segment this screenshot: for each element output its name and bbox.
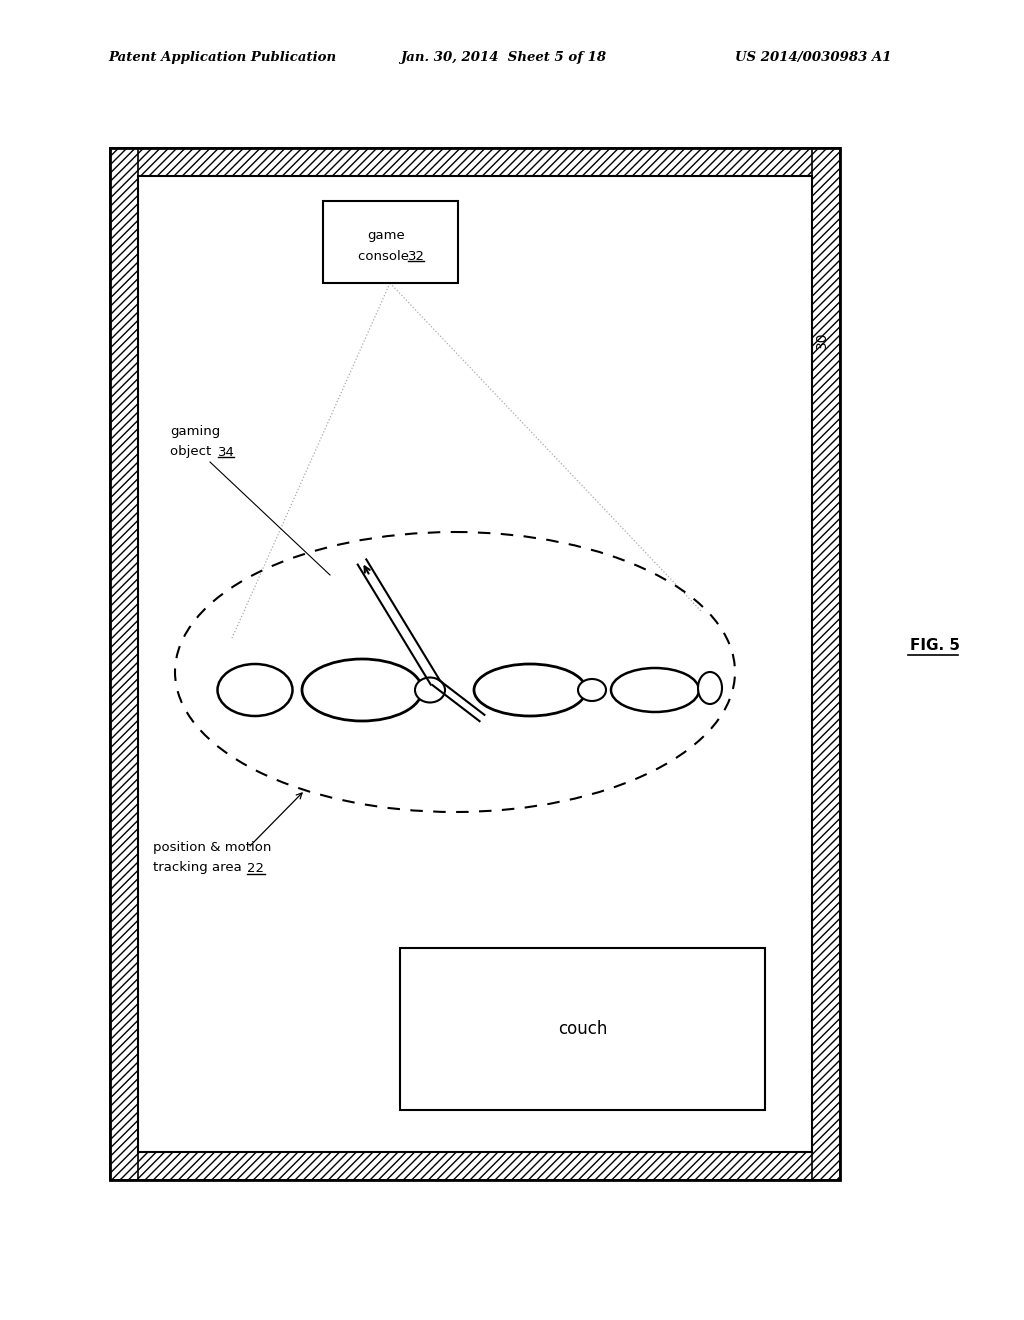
Ellipse shape (578, 678, 606, 701)
Text: console: console (358, 249, 414, 263)
Bar (110, 148, 138, 1180)
Ellipse shape (698, 672, 722, 704)
Ellipse shape (302, 659, 422, 721)
Text: FIG. 5: FIG. 5 (910, 638, 961, 652)
Text: position & motion: position & motion (153, 842, 271, 854)
Text: Jan. 30, 2014  Sheet 5 of 18: Jan. 30, 2014 Sheet 5 of 18 (400, 51, 606, 65)
Ellipse shape (474, 664, 586, 715)
Ellipse shape (415, 677, 445, 702)
Text: US 2014/0030983 A1: US 2014/0030983 A1 (735, 51, 892, 65)
Bar (110, 148, 840, 1180)
Bar (323, 201, 458, 282)
Bar (110, 148, 840, 176)
Text: Patent Application Publication: Patent Application Publication (108, 51, 336, 65)
Text: gaming: gaming (170, 425, 220, 438)
Bar (400, 948, 765, 1110)
Ellipse shape (611, 668, 699, 711)
Bar (812, 148, 840, 1180)
Text: 22: 22 (247, 862, 264, 874)
Ellipse shape (217, 664, 293, 715)
Text: tracking area: tracking area (153, 862, 246, 874)
Text: 34: 34 (218, 446, 234, 458)
Text: 32: 32 (408, 249, 425, 263)
Text: 30: 30 (815, 331, 829, 348)
Bar (138, 176, 812, 1152)
Text: game: game (368, 230, 404, 243)
Text: couch: couch (558, 1020, 607, 1038)
Text: object: object (170, 446, 215, 458)
Bar (110, 1152, 840, 1180)
